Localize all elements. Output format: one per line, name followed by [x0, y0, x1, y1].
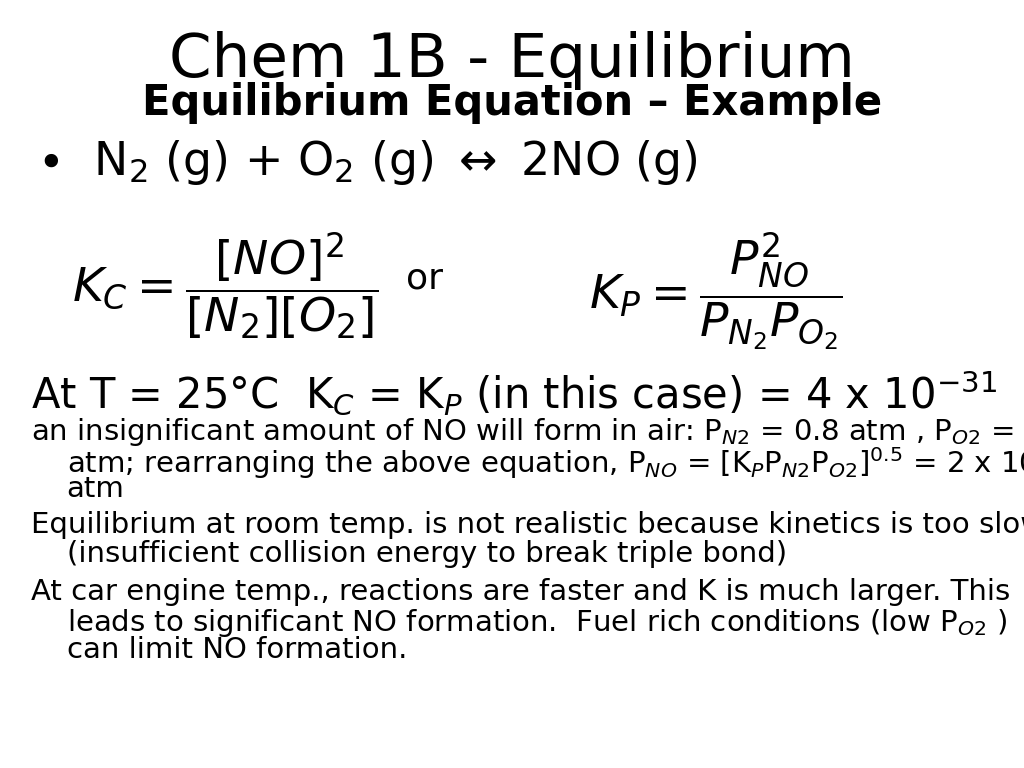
Text: (insufficient collision energy to break triple bond): (insufficient collision energy to break … — [67, 540, 786, 568]
Text: $K_C = \dfrac{[NO]^2}{[N_2][O_2]}$: $K_C = \dfrac{[NO]^2}{[N_2][O_2]}$ — [72, 230, 378, 342]
Text: or: or — [407, 261, 443, 295]
Text: atm; rearranging the above equation, P$_{NO}$ = [K$_P$P$_{N2}$P$_{O2}$]$^{0.5}$ : atm; rearranging the above equation, P$_… — [67, 445, 1024, 482]
Text: $\bullet$  N$_2$ (g) + O$_2$ (g) $\leftrightarrow$ 2NO (g): $\bullet$ N$_2$ (g) + O$_2$ (g) $\leftri… — [36, 138, 697, 187]
Text: At T = 25$\degree$C  K$_C$ = K$_P$ (in this case) = 4 x 10$^{-31}$: At T = 25$\degree$C K$_C$ = K$_P$ (in th… — [31, 369, 996, 417]
Text: atm: atm — [67, 475, 125, 502]
Text: an insignificant amount of NO will form in air: P$_{N2}$ = 0.8 atm , P$_{O2}$ = : an insignificant amount of NO will form … — [31, 416, 1024, 449]
Text: At car engine temp., reactions are faster and K is much larger. This: At car engine temp., reactions are faste… — [31, 578, 1010, 605]
Text: Equilibrium Equation – Example: Equilibrium Equation – Example — [142, 82, 882, 124]
Text: Equilibrium at room temp. is not realistic because kinetics is too slow: Equilibrium at room temp. is not realist… — [31, 511, 1024, 539]
Text: $K_P = \dfrac{P_{NO}^2}{P_{N_2}P_{O_2}}$: $K_P = \dfrac{P_{NO}^2}{P_{N_2}P_{O_2}}$ — [589, 230, 843, 353]
Text: can limit NO formation.: can limit NO formation. — [67, 636, 407, 664]
Text: leads to significant NO formation.  Fuel rich conditions (low P$_{O2}$ ): leads to significant NO formation. Fuel … — [67, 607, 1007, 639]
Text: Chem 1B - Equilibrium: Chem 1B - Equilibrium — [169, 31, 855, 90]
